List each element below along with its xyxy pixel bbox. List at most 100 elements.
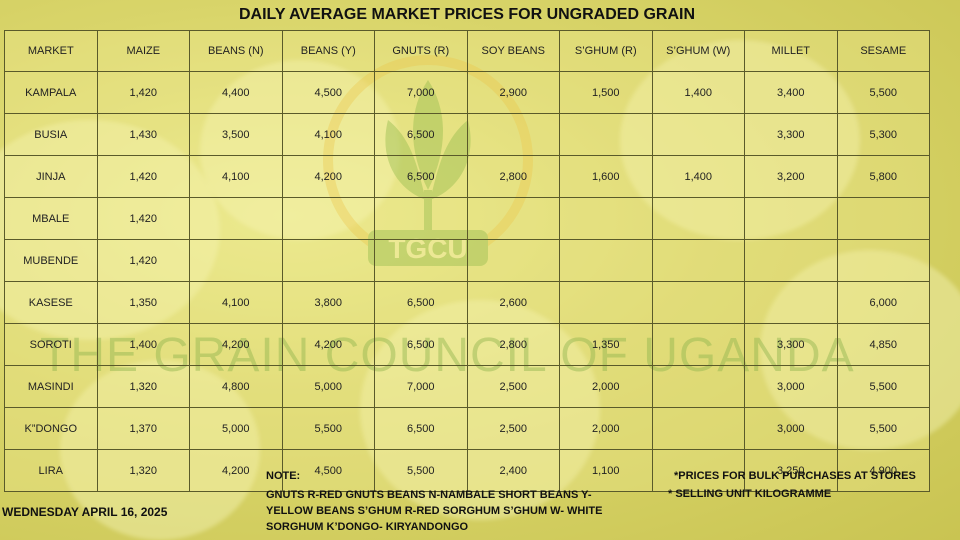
price-cell: 1,430 [96,113,190,156]
price-cell [189,197,283,240]
column-header: S’GHUM (W) [651,30,745,72]
price-cell: 4,500 [281,71,375,114]
column-header: MILLET [744,30,838,72]
column-header: S’GHUM (R) [559,30,653,72]
price-cell: 2,800 [466,155,560,198]
market-name-cell: SOROTI [4,323,98,366]
price-cell [281,239,375,282]
price-cell: 4,850 [836,323,930,366]
note-abbreviations: GNUTS R-RED GNUTS BEANS N-NAMBALE SHORT … [266,489,603,533]
price-cell: 1,500 [559,71,653,114]
price-cell: 5,500 [836,365,930,408]
price-cell [836,239,930,282]
price-cell: 3,250 [744,449,838,492]
price-cell: 6,500 [374,407,468,450]
price-cell: 6,000 [836,281,930,324]
market-name-cell: LIRA [4,449,98,492]
price-cell: 1,400 [96,323,190,366]
price-cell: 5,000 [281,365,375,408]
price-cell: 1,420 [96,155,190,198]
price-cell: 5,000 [189,407,283,450]
price-cell [466,113,560,156]
price-cell: 5,500 [836,407,930,450]
price-cell: 3,000 [744,407,838,450]
price-cell [651,407,745,450]
price-cell: 1,400 [651,155,745,198]
table-row: SOROTI 1,400 4,200 4,200 6,500 2,800 1,350 3,30… [4,323,930,366]
price-cell: 4,400 [189,71,283,114]
price-cell: 7,000 [374,365,468,408]
price-cell [189,239,283,282]
price-cell: 1,420 [96,197,190,240]
price-cell: 1,350 [96,281,190,324]
table-row: MUBENDE 1,420 [4,239,930,282]
column-header: SOY BEANS [466,30,560,72]
price-cell: 4,200 [189,323,283,366]
price-cell: 5,300 [836,113,930,156]
price-cell [651,323,745,366]
table-row: JINJA 1,420 4,100 4,200 6,500 2,800 1,600 1,400… [4,155,930,198]
note-selling-unit: * SELLING UNIT KILOGRAMME [668,488,832,500]
column-header: MARKET [4,30,98,72]
price-cell: 3,400 [744,71,838,114]
market-name-cell: MBALE [4,197,98,240]
column-header: BEANS (N) [189,30,283,72]
price-cell [559,239,653,282]
price-cell [651,239,745,282]
price-cell: 1,100 [559,449,653,492]
market-name-cell: BUSIA [4,113,98,156]
price-cell: 5,500 [374,449,468,492]
price-cell: 3,300 [744,113,838,156]
price-cell [281,197,375,240]
table-row: MASINDI 1,320 4,800 5,000 7,000 2,500 2,000 3,0… [4,365,930,408]
price-cell: 6,500 [374,155,468,198]
price-cell: 3,200 [744,155,838,198]
table-row: K”DONGO 1,370 5,000 5,500 6,500 2,500 2,000 3,0… [4,407,930,450]
table-body: KAMPALA 1,420 4,400 4,500 7,000 2,900 1,500 1,4… [4,71,930,492]
note-heading: NOTE: [266,470,301,482]
price-cell: 7,000 [374,71,468,114]
price-cell [651,197,745,240]
price-cell: 3,000 [744,365,838,408]
market-name-cell: K”DONGO [4,407,98,450]
price-cell: 4,200 [189,449,283,492]
price-cell: 6,500 [374,281,468,324]
price-cell [744,239,838,282]
price-cell: 2,000 [559,407,653,450]
price-cell: 5,800 [836,155,930,198]
market-name-cell: MUBENDE [4,239,98,282]
price-cell: 4,800 [189,365,283,408]
column-header: GNUTS (R) [374,30,468,72]
report-date: WEDNESDAY APRIL 16, 2025 [2,505,168,519]
column-header: SESAME [836,30,930,72]
price-cell [466,239,560,282]
price-cell: 6,500 [374,323,468,366]
price-cell: 6,500 [374,113,468,156]
price-cell [559,281,653,324]
price-cell: 1,400 [651,71,745,114]
price-cell: 2,600 [466,281,560,324]
market-name-cell: KASESE [4,281,98,324]
table-row: BUSIA 1,430 3,500 4,100 6,500 3,300 5,300 [4,113,930,156]
price-cell [744,197,838,240]
market-name-cell: JINJA [4,155,98,198]
price-cell [559,197,653,240]
price-cell: 5,500 [281,407,375,450]
price-cell [651,449,745,492]
price-cell: 4,100 [189,281,283,324]
price-cell: 3,500 [189,113,283,156]
price-cell: 3,800 [281,281,375,324]
price-cell [374,197,468,240]
price-cell: 1,420 [96,239,190,282]
table-row: MBALE 1,420 [4,197,930,240]
price-cell: 4,200 [281,323,375,366]
price-cell: 2,400 [466,449,560,492]
price-cell [374,239,468,282]
price-cell: 4,100 [189,155,283,198]
page-title: DAILY AVERAGE MARKET PRICES FOR UNGRADED… [238,6,696,23]
market-name-cell: KAMPALA [4,71,98,114]
price-cell [651,113,745,156]
column-header: MAIZE [96,30,190,72]
table-row: LIRA 1,320 4,200 4,500 5,500 2,400 1,100 3,250 4… [4,449,930,492]
price-cell: 1,350 [559,323,653,366]
